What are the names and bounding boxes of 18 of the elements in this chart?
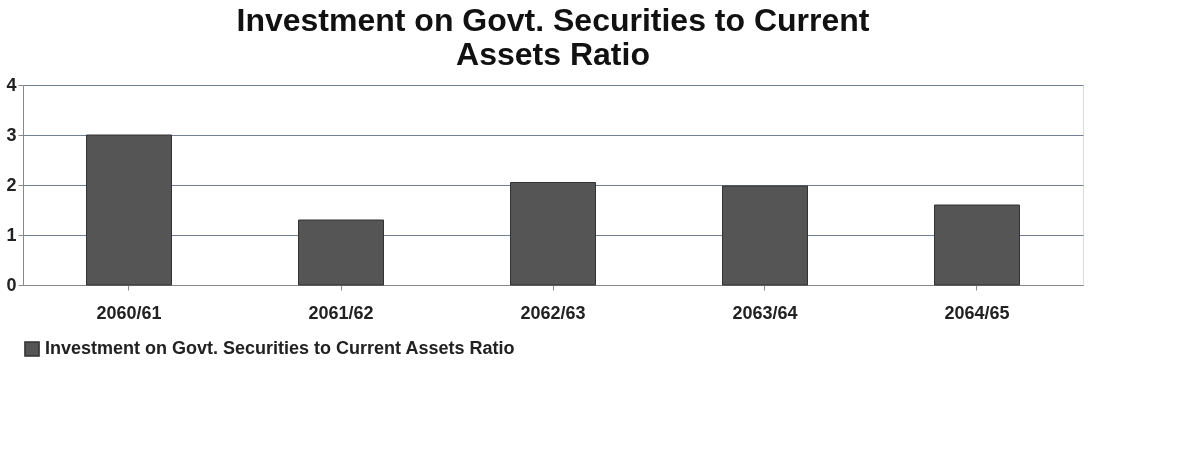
x-tick-label: 2060/61 (96, 302, 162, 323)
y-tick-label: 0 (6, 274, 17, 295)
x-tick-label: 2063/64 (732, 302, 798, 323)
y-tick-label: 3 (6, 124, 17, 145)
bar (722, 185, 808, 286)
y-tick-label: 4 (6, 74, 17, 95)
text: Assets Ratio (456, 36, 650, 72)
bar (934, 204, 1020, 286)
y-tick-label: 1 (6, 224, 17, 245)
y-tick-label: 2 (6, 174, 17, 195)
x-tick-label: 2062/63 (520, 302, 586, 323)
bar (298, 219, 384, 286)
legend-label: Investment on Govt. Securities to Current Assets Ratio (45, 338, 515, 358)
bar (510, 182, 596, 286)
bar (86, 134, 172, 286)
x-tick-label: 2064/65 (944, 302, 1010, 323)
x-tick-label: 2061/62 (308, 302, 374, 323)
text: Investment on Govt. Securities to Current (236, 2, 870, 38)
